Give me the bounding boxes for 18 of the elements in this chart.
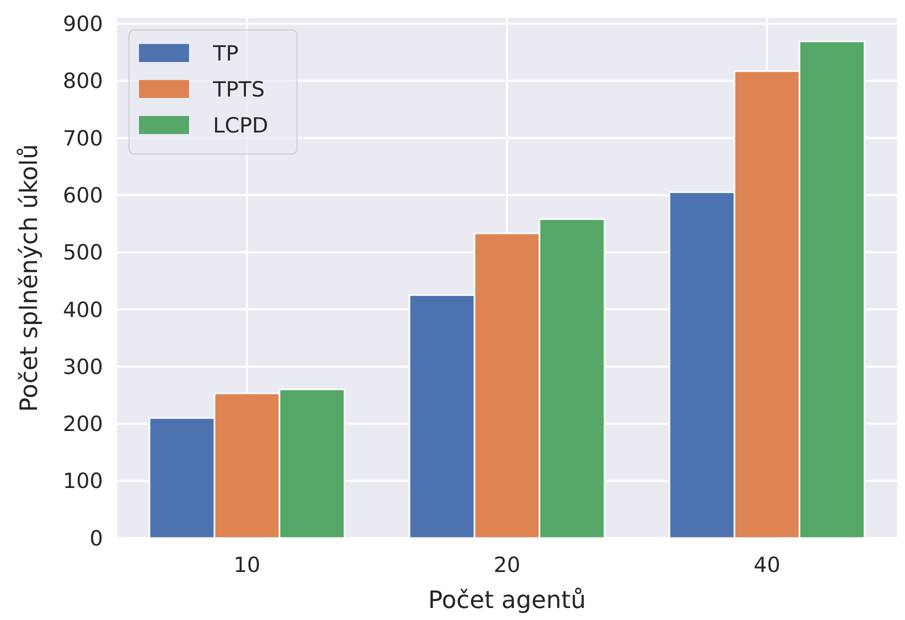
y-tick-label: 700 [62, 126, 103, 150]
y-tick-label: 0 [90, 526, 103, 550]
y-tick-label: 900 [62, 12, 103, 36]
y-tick-label: 200 [62, 412, 103, 436]
y-tick-label: 100 [62, 469, 103, 494]
x-tick-label: 40 [754, 553, 780, 577]
x-axis-title: Počet agentů [428, 586, 586, 614]
x-tick-label: 20 [494, 553, 520, 577]
y-tick-label: 300 [62, 354, 103, 379]
legend-label: TP [212, 41, 238, 66]
y-tick-label: 500 [62, 240, 103, 265]
legend-label: TPTS [212, 77, 265, 102]
legend-label: LCPD [213, 113, 268, 138]
y-axis-title: Počet splněných úkolů [15, 144, 43, 412]
x-tick-label: 10 [234, 553, 260, 577]
y-tick-label: 400 [62, 298, 103, 322]
y-tick-label: 800 [62, 69, 103, 94]
y-tick-label: 600 [62, 183, 103, 208]
